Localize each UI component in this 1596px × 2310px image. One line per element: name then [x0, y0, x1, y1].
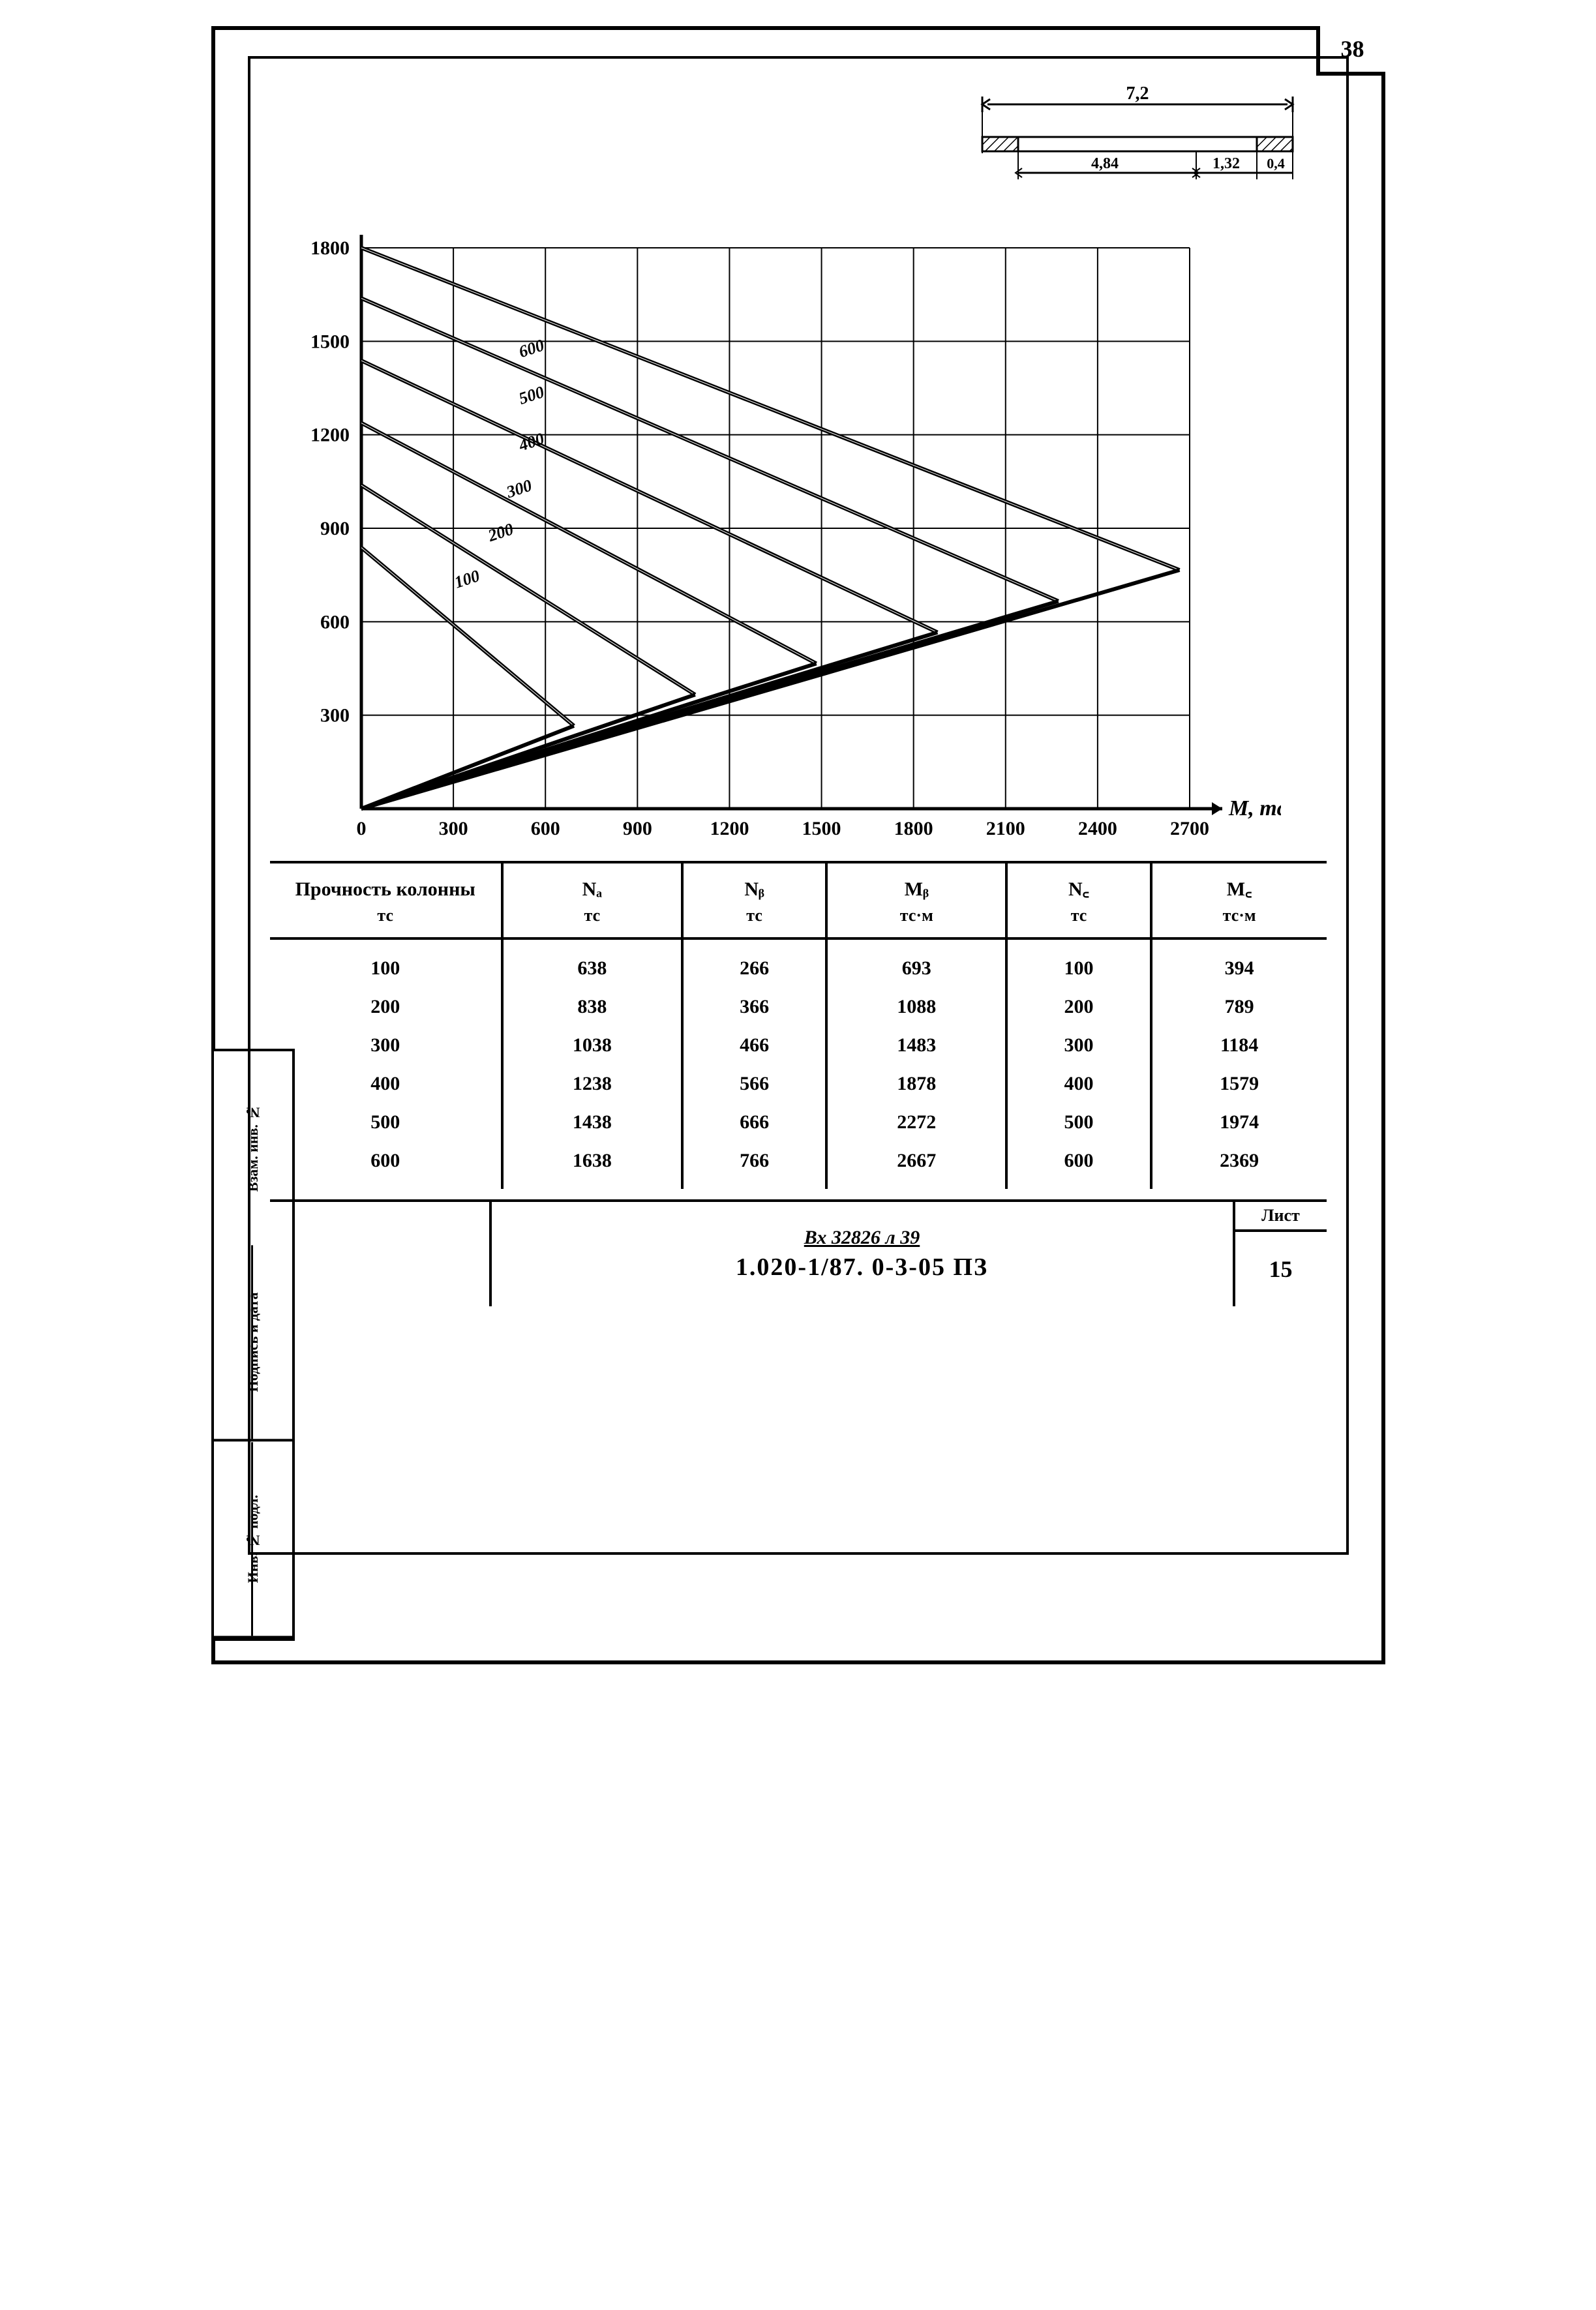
- table-cell: 600: [1006, 1141, 1151, 1189]
- table-cell: 838: [502, 987, 682, 1026]
- x-tick: 600: [530, 818, 560, 839]
- table-row: 2008383661088200789: [270, 987, 1327, 1026]
- x-tick: 2700: [1170, 818, 1209, 839]
- dim-3: 0,4: [1267, 155, 1285, 172]
- table-cell: 2369: [1151, 1141, 1327, 1189]
- table-header: M꜀тс·м: [1151, 863, 1327, 938]
- table-cell: 1483: [826, 1026, 1006, 1064]
- table-cell: 1238: [502, 1064, 682, 1103]
- title-block: Вх 32826 л 39 1.020-1/87. 0-3-05 ПЗ Лист…: [270, 1199, 1327, 1306]
- table-cell: 1878: [826, 1064, 1006, 1103]
- table-cell: 300: [1006, 1026, 1151, 1064]
- table-cell: 1184: [1151, 1026, 1327, 1064]
- table-cell: 1974: [1151, 1103, 1327, 1141]
- dimension-sketch: 7,2: [968, 85, 1307, 205]
- x-tick: 1800: [894, 818, 933, 839]
- table-cell: 789: [1151, 987, 1327, 1026]
- x-tick: 1500: [802, 818, 841, 839]
- table-cell: 366: [682, 987, 826, 1026]
- y-tick: 1200: [310, 425, 350, 446]
- table-cell: 1438: [502, 1103, 682, 1141]
- table-cell: 200: [270, 987, 502, 1026]
- table-header: N꜀тс: [1006, 863, 1151, 938]
- table-cell: 100: [1006, 938, 1151, 987]
- table-cell: 400: [270, 1064, 502, 1103]
- x-tick: 1200: [710, 818, 749, 839]
- table-cell: 666: [682, 1103, 826, 1141]
- y-tick: 900: [320, 518, 350, 539]
- table-cell: 500: [1006, 1103, 1151, 1141]
- x-tick: 2100: [986, 818, 1025, 839]
- interaction-chart: 0 300 600 900 1200 1500 1800 2100 2400 2700 300 600…: [277, 235, 1327, 861]
- title-block-left: [270, 1202, 492, 1306]
- table-cell: 638: [502, 938, 682, 987]
- table-cell: 2667: [826, 1141, 1006, 1189]
- table-row: 500143866622725001974: [270, 1103, 1327, 1141]
- table-cell: 600: [270, 1141, 502, 1189]
- table-cell: 400: [1006, 1064, 1151, 1103]
- x-tick: 0: [356, 818, 366, 839]
- curve-label: 600: [516, 336, 546, 362]
- inner-frame: 7,2: [248, 56, 1349, 1555]
- table-cell: 1038: [502, 1026, 682, 1064]
- y-tick: 1500: [310, 331, 350, 352]
- table-cell: 466: [682, 1026, 826, 1064]
- curve-label: 200: [485, 519, 515, 545]
- table-header: Mᵦтс·м: [826, 863, 1006, 938]
- curve-label: 400: [515, 429, 546, 455]
- table-cell: 693: [826, 938, 1006, 987]
- table-cell: 1579: [1151, 1064, 1327, 1103]
- y-tick: 1800: [310, 237, 350, 259]
- table-row: 600163876626676002369: [270, 1141, 1327, 1189]
- table-cell: 566: [682, 1064, 826, 1103]
- table-header: Nᵦтс: [682, 863, 826, 938]
- curve-label: 100: [451, 566, 481, 592]
- curve-label: 500: [516, 382, 546, 408]
- title-block-center: Вх 32826 л 39 1.020-1/87. 0-3-05 ПЗ: [492, 1202, 1235, 1306]
- engineering-sheet: 38 Взам. инв. № Подпись и дата Инв. № по…: [211, 26, 1385, 1664]
- y-tick: 600: [320, 611, 350, 633]
- table-cell: 500: [270, 1103, 502, 1141]
- table-cell: 300: [270, 1026, 502, 1064]
- curve-label: 300: [503, 476, 534, 502]
- table-cell: 1638: [502, 1141, 682, 1189]
- table-row: 300103846614833001184: [270, 1026, 1327, 1064]
- x-tick: 2400: [1077, 818, 1117, 839]
- x-tick: 300: [438, 818, 468, 839]
- table-cell: 394: [1151, 938, 1327, 987]
- table-row: 400123856618784001579: [270, 1064, 1327, 1103]
- dim-1: 4,84: [1091, 155, 1119, 172]
- x-axis-label: M, тс·м: [1228, 796, 1281, 820]
- archive-handnote: Вх 32826 л 39: [804, 1227, 920, 1249]
- table-header: Прочность колоннытс: [270, 863, 502, 938]
- x-tick: 900: [622, 818, 652, 839]
- table-cell: 200: [1006, 987, 1151, 1026]
- table-cell: 266: [682, 938, 826, 987]
- table-cell: 766: [682, 1141, 826, 1189]
- outer-frame: 38 Взам. инв. № Подпись и дата Инв. № по…: [211, 26, 1385, 1664]
- table-cell: 1088: [826, 987, 1006, 1026]
- sheet-label: Лист: [1235, 1202, 1327, 1232]
- dim-2: 1,32: [1212, 155, 1240, 172]
- strength-table: Прочность колоннытсNₐтсNᵦтсMᵦтс·мN꜀тсM꜀т…: [270, 861, 1327, 1189]
- table-row: 100638266693100394: [270, 938, 1327, 987]
- sheet-number: 15: [1235, 1232, 1327, 1306]
- sheet-number-cell: Лист 15: [1235, 1202, 1327, 1306]
- document-number: 1.020-1/87. 0-3-05 ПЗ: [736, 1253, 988, 1282]
- table-header: Nₐтс: [502, 863, 682, 938]
- dim-span-label: 7,2: [1126, 85, 1149, 104]
- table-cell: 100: [270, 938, 502, 987]
- table-cell: 2272: [826, 1103, 1006, 1141]
- y-tick: 300: [320, 705, 350, 727]
